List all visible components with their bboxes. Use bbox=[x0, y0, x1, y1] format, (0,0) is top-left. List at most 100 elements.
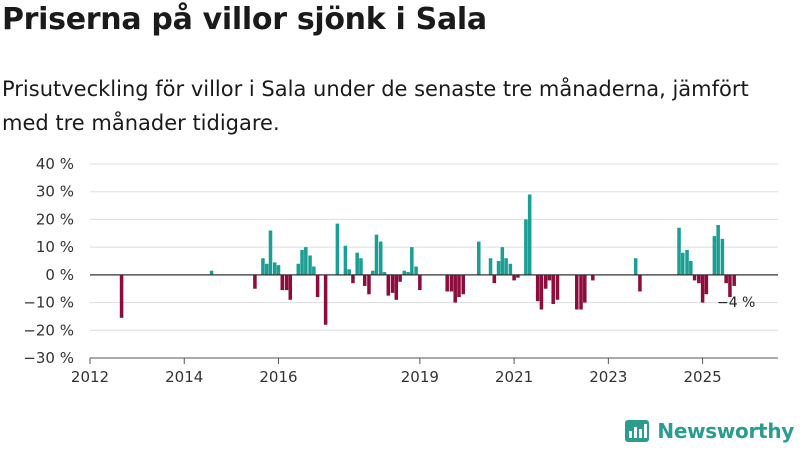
bar bbox=[728, 274, 732, 298]
y-tick-label: −10 % bbox=[23, 294, 74, 312]
bar bbox=[579, 274, 583, 310]
chart-subtitle: Prisutveckling för villor i Sala under d… bbox=[2, 77, 749, 135]
data-label-latest: −4 % bbox=[717, 295, 755, 311]
bar bbox=[308, 255, 312, 275]
bar bbox=[547, 274, 552, 281]
bar bbox=[343, 245, 348, 275]
bar bbox=[504, 258, 508, 275]
bar bbox=[386, 274, 391, 296]
bar bbox=[355, 252, 359, 275]
bar bbox=[119, 274, 124, 318]
bar bbox=[418, 274, 422, 291]
bar bbox=[370, 270, 375, 275]
bar bbox=[539, 274, 544, 310]
x-tick-label: 2023 bbox=[589, 368, 627, 386]
y-tick-label: 20 % bbox=[36, 210, 74, 228]
y-tick-label: 40 % bbox=[36, 155, 74, 173]
bar bbox=[449, 274, 454, 292]
bar bbox=[280, 274, 285, 291]
y-tick-label: 0 % bbox=[45, 266, 74, 284]
axes bbox=[89, 274, 778, 364]
x-tick-label: 2014 bbox=[165, 368, 203, 386]
bar bbox=[453, 274, 457, 303]
x-tick-label: 2016 bbox=[259, 368, 297, 386]
bar bbox=[378, 241, 383, 275]
bar bbox=[394, 274, 399, 300]
bar bbox=[359, 258, 363, 275]
bar bbox=[300, 249, 304, 275]
bar bbox=[724, 274, 728, 284]
y-tick-label: −20 % bbox=[23, 321, 74, 339]
bar bbox=[535, 274, 540, 302]
bar bbox=[477, 241, 481, 275]
bar bbox=[712, 236, 717, 275]
bar bbox=[720, 238, 725, 275]
bar bbox=[414, 266, 418, 275]
bar bbox=[351, 274, 355, 284]
bar bbox=[492, 274, 497, 284]
x-tick-label: 2012 bbox=[71, 368, 109, 386]
bar bbox=[264, 263, 269, 275]
y-axis-labels: −30 % −20 % −10 % 0 % 10 % 20 % 30 % 40 % bbox=[23, 155, 74, 367]
bar bbox=[374, 234, 379, 275]
bar bbox=[288, 274, 293, 300]
bar bbox=[461, 274, 465, 295]
newsworthy-brand: Newsworthy bbox=[625, 418, 794, 444]
bar bbox=[638, 274, 642, 292]
bar bbox=[367, 274, 371, 295]
bar bbox=[591, 274, 595, 281]
bar bbox=[681, 252, 685, 275]
y-tick-label: 10 % bbox=[36, 238, 74, 256]
bar bbox=[516, 274, 520, 278]
bar bbox=[402, 270, 407, 275]
bar bbox=[512, 274, 516, 281]
x-tick-label: 2021 bbox=[495, 368, 533, 386]
bar bbox=[323, 274, 328, 325]
x-tick-label: 2025 bbox=[684, 368, 722, 386]
bar-chart: −30 % −20 % −10 % 0 % 10 % 20 % 30 % 40 % 2012 2… bbox=[23, 155, 778, 386]
bar bbox=[406, 272, 410, 275]
chart-title: Priserna på villor sjönk i Sala bbox=[2, 2, 487, 37]
bar bbox=[524, 219, 528, 275]
bar bbox=[253, 274, 257, 289]
bar bbox=[500, 247, 505, 275]
bar bbox=[445, 274, 449, 292]
bar bbox=[410, 247, 414, 275]
bar bbox=[304, 247, 308, 275]
bar bbox=[362, 274, 367, 286]
bar bbox=[685, 249, 689, 275]
bar bbox=[692, 274, 697, 281]
bar bbox=[315, 274, 320, 298]
bar bbox=[398, 274, 402, 282]
bar bbox=[335, 223, 340, 275]
bar bbox=[312, 266, 316, 275]
bar bbox=[347, 269, 351, 275]
bar bbox=[732, 274, 736, 286]
bar bbox=[575, 274, 579, 310]
bar bbox=[209, 270, 214, 275]
bar bbox=[633, 258, 638, 275]
bar bbox=[496, 261, 501, 275]
bar bbox=[716, 224, 720, 275]
gridlines bbox=[90, 163, 778, 359]
bar bbox=[382, 272, 387, 275]
brand-name: Newsworthy bbox=[657, 419, 794, 443]
y-tick-label: 30 % bbox=[36, 183, 74, 201]
bar bbox=[488, 258, 493, 275]
bar bbox=[276, 265, 281, 275]
y-tick-label: −30 % bbox=[23, 349, 74, 367]
bar bbox=[268, 230, 273, 275]
bar bbox=[555, 274, 560, 300]
bar bbox=[261, 258, 265, 275]
bar bbox=[457, 274, 461, 298]
bar bbox=[697, 274, 701, 284]
bar bbox=[677, 227, 681, 275]
bar bbox=[296, 263, 301, 275]
bar bbox=[390, 274, 395, 293]
bar bbox=[700, 274, 705, 303]
bar bbox=[704, 274, 709, 295]
bar bbox=[689, 261, 693, 275]
bars bbox=[119, 194, 736, 325]
x-tick-label: 2019 bbox=[401, 368, 439, 386]
bar bbox=[508, 263, 513, 275]
